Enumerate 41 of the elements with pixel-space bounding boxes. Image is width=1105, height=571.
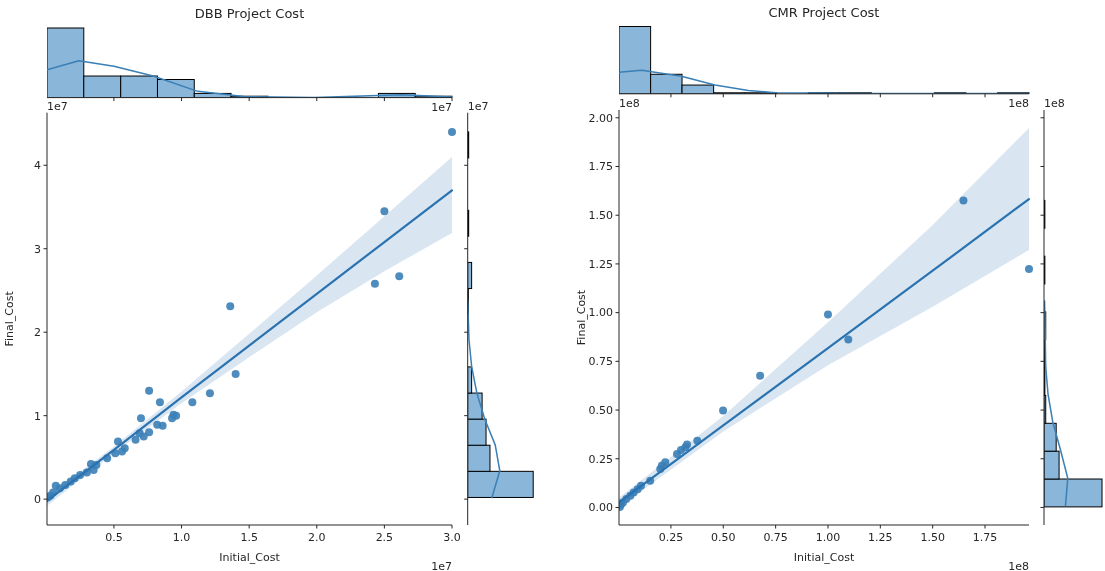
y-tick-label: 0.75 <box>588 355 613 369</box>
y-tick-label: 1.50 <box>588 209 613 223</box>
x-tick-label: 0.50 <box>711 531 736 544</box>
y-tick-label: 1 <box>34 409 41 423</box>
y-tick-label: 1.00 <box>588 306 613 320</box>
annotation: 1e7 <box>47 99 68 113</box>
y-tick-label: 2.00 <box>588 111 613 125</box>
annotation: 1e7 <box>431 100 452 114</box>
y-axis-title: Final_Cost <box>3 290 16 347</box>
x-tick-label: 0.75 <box>763 531 788 544</box>
y-tick-label: 0.00 <box>588 501 613 515</box>
x-tick-label: 3.0 <box>443 531 461 544</box>
text: 1e8 <box>1008 560 1029 571</box>
y-tick-label: 4 <box>34 159 41 173</box>
y-tick-label: 0.25 <box>588 452 613 466</box>
y-tick-label: 0.50 <box>588 403 613 417</box>
x-tick-label: 1.5 <box>240 531 258 544</box>
text: 1e7 <box>431 560 452 571</box>
text: 1e8 <box>1008 96 1029 110</box>
y-tick-label: 2 <box>34 326 41 340</box>
annotation: 1e8 <box>1044 97 1065 110</box>
chart-title: DBB Project Cost <box>194 6 305 21</box>
annotation: 1e8 <box>619 97 640 110</box>
annotation: 1e7 <box>467 99 489 113</box>
x-tick-label: 1.50 <box>920 531 945 544</box>
y-tick-label: 3 <box>34 242 41 256</box>
x-tick-label: 1.00 <box>815 531 841 544</box>
x-tick-label: 0.25 <box>658 531 684 544</box>
y-tick-label: 1.25 <box>588 257 613 271</box>
y-tick-label: 1.75 <box>588 160 613 174</box>
x-tick-label: 2.5 <box>375 531 394 544</box>
x-axis-title: Initial_Cost <box>793 551 855 564</box>
y-tick-label: 0 <box>34 492 41 506</box>
chart-title: CMR Project Cost <box>768 4 880 20</box>
x-tick-label: 1.25 <box>868 531 893 544</box>
x-tick-label: 2.0 <box>308 531 326 544</box>
x-tick-label: 0.5 <box>105 531 123 544</box>
x-tick-label: 1.0 <box>172 531 191 544</box>
x-axis-title: Initial_Cost <box>219 551 281 564</box>
y-axis-title: Final_Cost <box>575 289 588 346</box>
x-tick-label: 1.75 <box>972 531 998 544</box>
